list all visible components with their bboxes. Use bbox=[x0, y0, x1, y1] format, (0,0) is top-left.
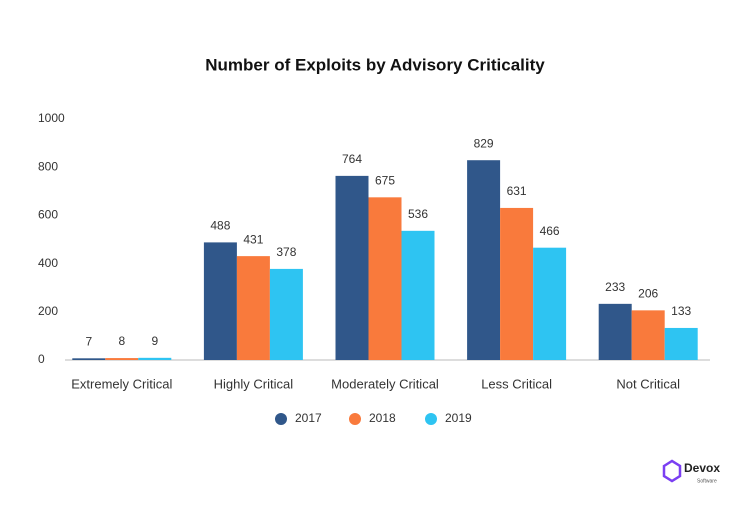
bar bbox=[72, 358, 106, 360]
y-tick-label: 800 bbox=[38, 159, 58, 173]
value-label: 488 bbox=[210, 219, 230, 233]
legend-swatch bbox=[275, 413, 287, 425]
value-label: 631 bbox=[507, 184, 527, 198]
value-label: 9 bbox=[151, 334, 158, 348]
legend-swatch bbox=[349, 413, 361, 425]
bar bbox=[401, 230, 435, 360]
legend-label: 2019 bbox=[445, 411, 472, 425]
y-tick-label: 600 bbox=[38, 208, 58, 222]
y-tick-label: 200 bbox=[38, 304, 58, 318]
bar bbox=[467, 160, 501, 360]
logo: Devox Software bbox=[662, 459, 720, 484]
logo-icon bbox=[662, 459, 682, 483]
value-label: 829 bbox=[474, 136, 494, 150]
value-label: 764 bbox=[342, 152, 362, 166]
value-label: 378 bbox=[276, 245, 296, 259]
value-label: 8 bbox=[118, 334, 125, 348]
x-tick-label: Less Critical bbox=[481, 376, 552, 391]
value-label: 7 bbox=[85, 334, 92, 348]
y-tick-label: 400 bbox=[38, 256, 58, 270]
legend-label: 2017 bbox=[295, 411, 322, 425]
x-tick-label: Moderately Critical bbox=[331, 376, 439, 391]
bar bbox=[335, 175, 369, 360]
x-tick-label: Extremely Critical bbox=[71, 376, 172, 391]
y-tick-label: 1000 bbox=[38, 111, 65, 125]
value-label: 675 bbox=[375, 173, 395, 187]
value-label: 536 bbox=[408, 207, 428, 221]
value-label: 466 bbox=[540, 224, 560, 238]
value-label: 233 bbox=[605, 280, 625, 294]
logo-name: Devox bbox=[684, 461, 720, 475]
x-tick-label: Not Critical bbox=[616, 376, 680, 391]
value-label: 431 bbox=[243, 232, 263, 246]
bar bbox=[631, 310, 665, 360]
x-tick-label: Highly Critical bbox=[214, 376, 294, 391]
legend-swatch bbox=[425, 413, 437, 425]
value-label: 206 bbox=[638, 287, 658, 301]
logo-tagline: Software bbox=[697, 478, 717, 484]
bar bbox=[598, 303, 632, 360]
value-label: 133 bbox=[671, 304, 691, 318]
bar bbox=[664, 327, 698, 360]
bar bbox=[269, 268, 303, 360]
bar bbox=[203, 242, 237, 360]
bar bbox=[368, 197, 402, 360]
bar bbox=[533, 247, 567, 360]
legend-label: 2018 bbox=[369, 411, 396, 425]
bar bbox=[105, 358, 139, 360]
bar bbox=[236, 256, 270, 360]
chart-title: Number of Exploits by Advisory Criticali… bbox=[205, 55, 545, 74]
bar bbox=[500, 207, 534, 360]
bar bbox=[138, 357, 172, 360]
y-tick-label: 0 bbox=[38, 352, 45, 366]
